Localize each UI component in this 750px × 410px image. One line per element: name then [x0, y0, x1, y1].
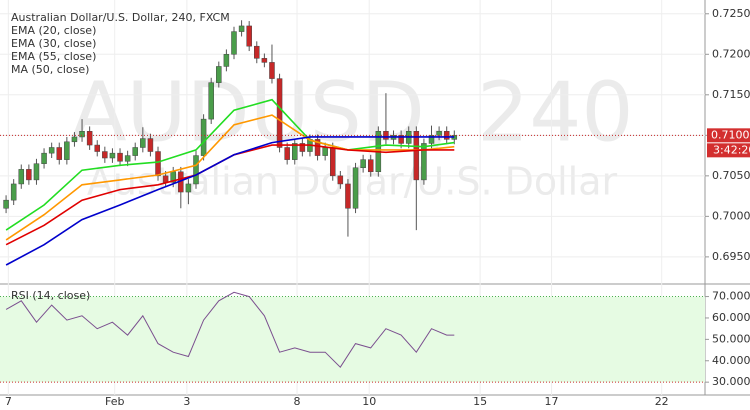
candle-body — [428, 135, 435, 144]
legend-entry: EMA (30, close) — [11, 37, 96, 50]
candle-body — [64, 141, 70, 160]
rsi-band — [0, 296, 705, 383]
candle-body — [86, 131, 93, 146]
candle-body — [109, 152, 116, 159]
candle-body — [398, 135, 404, 144]
candle-body — [26, 169, 32, 181]
candle-body — [269, 62, 275, 79]
candle-body — [155, 151, 161, 177]
candle-body — [3, 199, 9, 209]
candle-body — [79, 131, 85, 138]
candle-body — [383, 131, 389, 140]
candle-body — [299, 143, 306, 152]
candle-body — [94, 144, 100, 152]
candle-body — [337, 175, 344, 185]
candle-body — [200, 118, 207, 156]
candle-body — [10, 183, 17, 201]
x-tick-label: 7 — [5, 395, 12, 408]
x-tick-label: Feb — [105, 395, 124, 408]
x-tick-label: 15 — [473, 395, 487, 408]
candle-body — [345, 183, 351, 209]
countdown-box — [707, 143, 750, 158]
x-tick-label: 10 — [362, 395, 376, 408]
legend-entry: EMA (55, close) — [11, 50, 96, 63]
candle-body — [33, 163, 40, 181]
indicator-line — [5, 136, 455, 266]
candle-body — [193, 155, 199, 185]
y-tick-label: 0.72500 — [712, 7, 750, 20]
candle-body — [254, 45, 260, 59]
candle-body — [322, 147, 328, 156]
candle-body — [117, 152, 123, 162]
watermark: AUDUSD, 240 — [70, 65, 633, 160]
candle-body — [238, 25, 245, 32]
legend-entry: MA (50, close) — [11, 63, 89, 76]
candle-body — [140, 138, 146, 148]
candle-body — [162, 175, 169, 183]
candle-body — [71, 136, 78, 143]
candle-body — [48, 147, 55, 154]
last-price-label: 0.71000 — [711, 128, 750, 141]
candle-body — [360, 159, 366, 168]
x-tick-label: 3 — [183, 395, 190, 408]
candle-body — [436, 131, 442, 136]
legend-entry: EMA (20, close) — [11, 24, 96, 37]
indicator-line — [5, 98, 455, 231]
candle-body — [41, 152, 47, 164]
chart-title: Australian Dollar/U.S. Dollar, 240, FXCM — [11, 11, 230, 24]
candle-body — [132, 147, 138, 156]
panel-title: RSI (14, close) — [11, 289, 90, 302]
candle-body — [223, 54, 230, 67]
candle-body — [18, 169, 25, 185]
candle-body — [352, 167, 359, 209]
candle-body — [216, 66, 222, 83]
last-price-box — [707, 128, 750, 143]
candle-body — [413, 131, 420, 181]
candle-body — [329, 147, 336, 177]
candle-body — [421, 143, 427, 181]
candle-body — [367, 159, 374, 173]
countdown-label: 3:42:20 — [713, 143, 750, 156]
x-tick-label: 8 — [294, 395, 301, 408]
candle-body — [208, 82, 214, 120]
x-tick-label: 22 — [655, 395, 669, 408]
candle-body — [102, 151, 108, 159]
candle-body — [246, 25, 252, 47]
indicator-line — [5, 114, 455, 241]
candle-body — [292, 143, 298, 160]
candle-body — [314, 139, 321, 156]
candle-body — [284, 147, 290, 160]
candle-body — [231, 31, 237, 55]
candle-body — [276, 78, 283, 148]
candle-body — [185, 183, 192, 193]
candle-body — [124, 155, 131, 162]
candle-body — [261, 58, 268, 63]
x-tick-label: 17 — [545, 395, 559, 408]
rsi-line — [5, 291, 455, 368]
candle-body — [147, 138, 154, 152]
candle-body — [56, 147, 63, 160]
